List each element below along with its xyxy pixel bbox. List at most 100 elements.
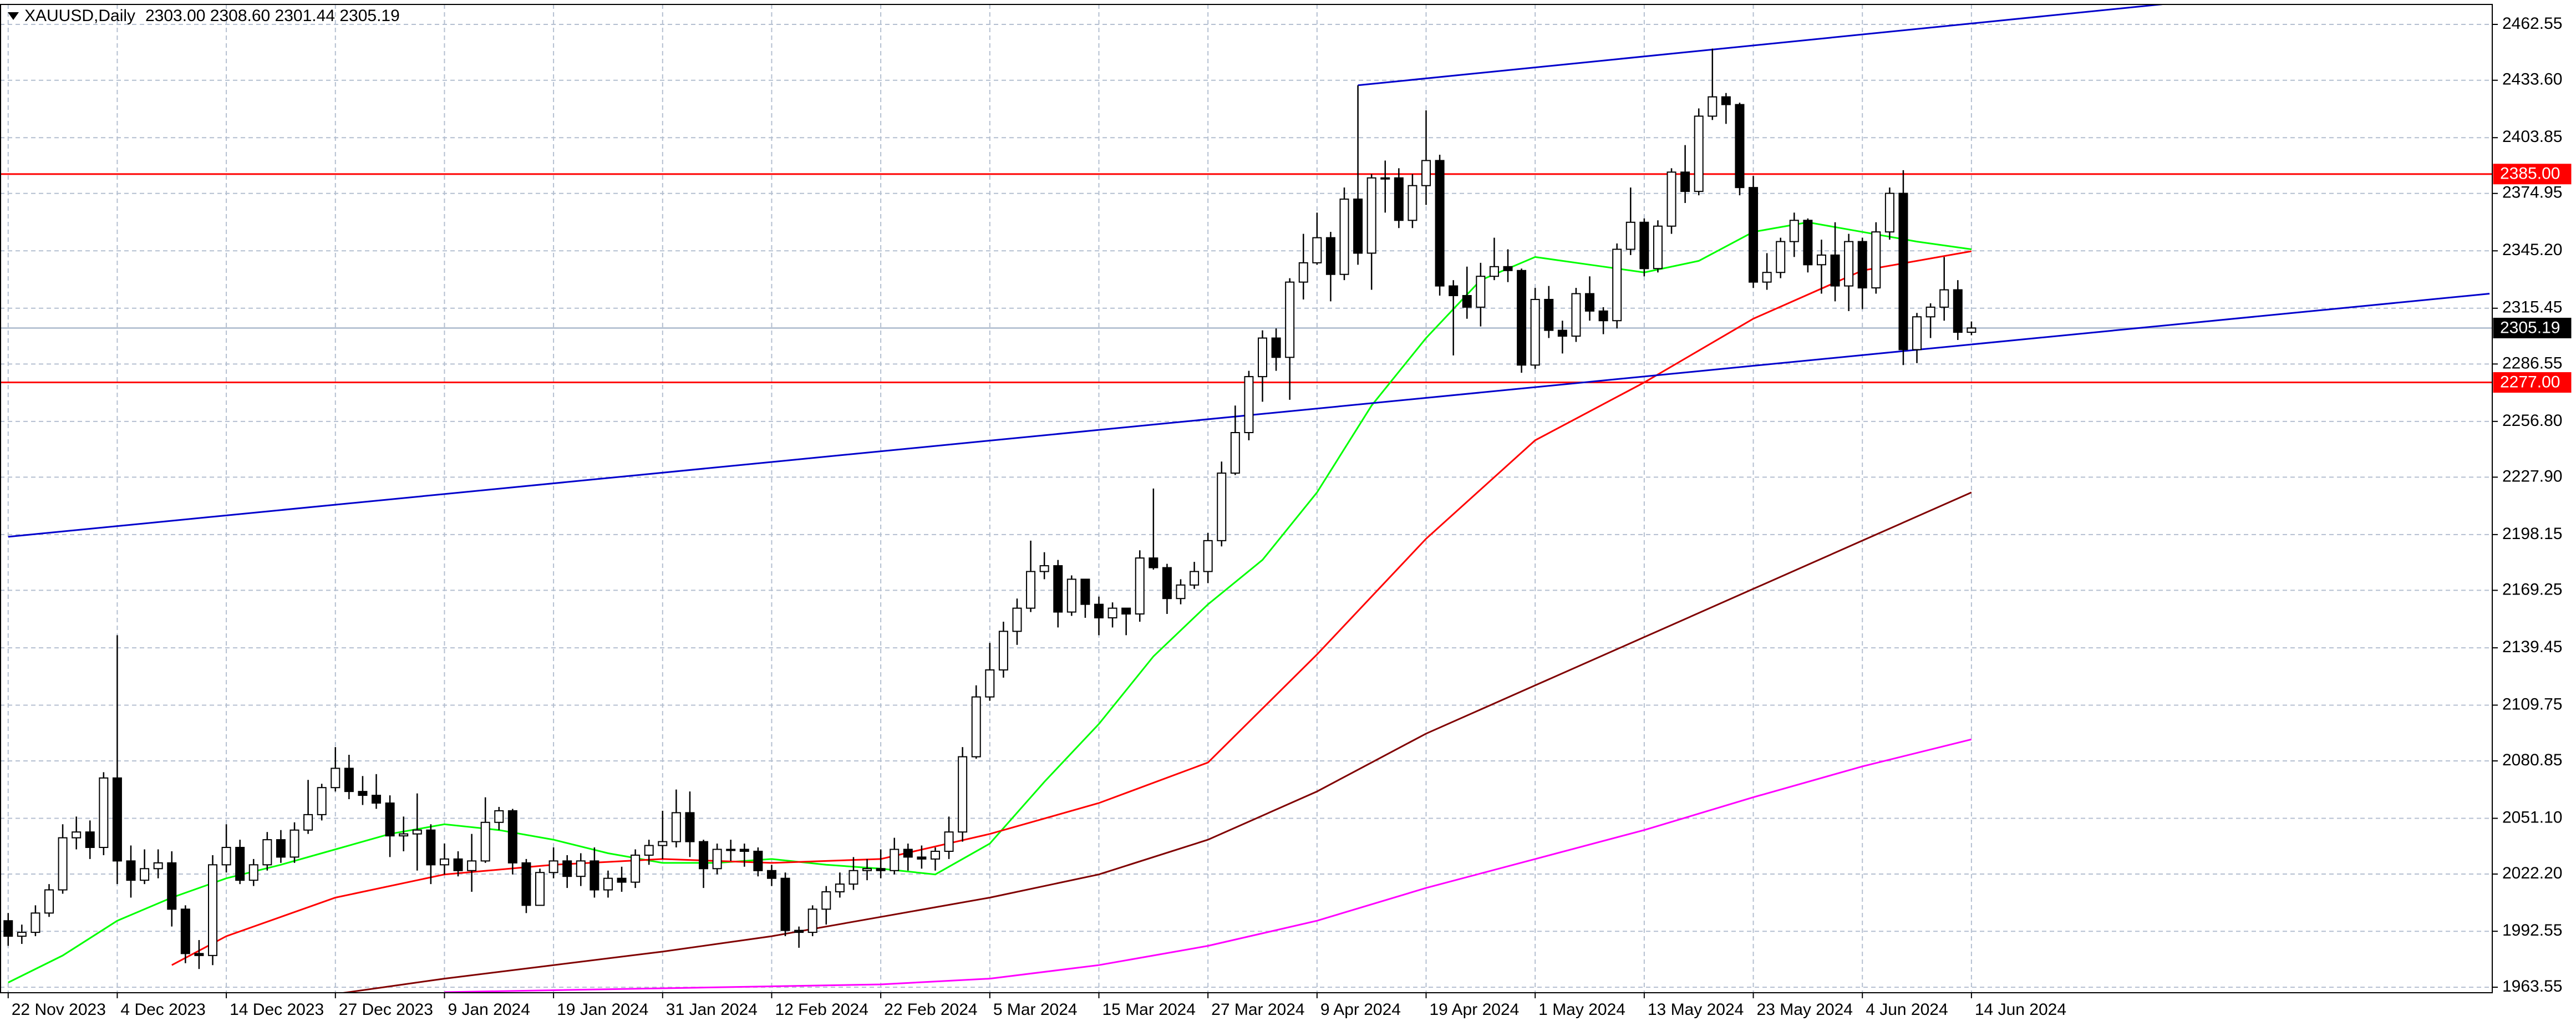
- candle-body: [958, 756, 968, 833]
- candle-body: [1366, 177, 1376, 254]
- y-tick-label: 2345.20: [2502, 241, 2562, 259]
- candle-body: [1149, 557, 1159, 568]
- candle-body: [1176, 584, 1186, 600]
- candle-body: [3, 920, 13, 937]
- x-tick-label: 27 Mar 2024: [1211, 1000, 1304, 1019]
- y-tick-label: 2403.85: [2502, 128, 2562, 146]
- candle-body: [17, 932, 27, 937]
- candle-body: [917, 856, 927, 860]
- candle-body: [1708, 96, 1718, 117]
- candle-body: [1271, 337, 1281, 358]
- candle-body: [1121, 607, 1131, 615]
- plot-border: [0, 4, 2493, 993]
- candle-body: [1925, 306, 1935, 318]
- candle-body: [1762, 272, 1772, 283]
- candle-body: [1530, 298, 1540, 366]
- candle-body: [1776, 241, 1786, 273]
- candle-body: [821, 891, 831, 910]
- candle-body: [739, 849, 749, 852]
- candle-body: [494, 810, 504, 823]
- candle-body: [1489, 266, 1499, 277]
- candle-body: [1666, 171, 1676, 227]
- y-tick-label: 1963.55: [2502, 977, 2562, 995]
- x-tick-label: 4 Jun 2024: [1866, 1000, 1948, 1019]
- candle-body: [1298, 262, 1308, 283]
- candle-body: [453, 858, 463, 871]
- candle-body: [1953, 289, 1963, 333]
- candle-body: [1353, 199, 1363, 254]
- candle-body: [1898, 192, 1908, 351]
- candle-body: [1749, 187, 1759, 283]
- candle-body: [1380, 177, 1390, 180]
- candle-body: [535, 872, 545, 906]
- plot-area: [0, 4, 2492, 993]
- candle-body: [1203, 540, 1213, 572]
- candle-body: [998, 631, 1008, 671]
- candle-body: [331, 768, 341, 789]
- candle-body: [140, 868, 150, 881]
- candle-body: [876, 868, 886, 871]
- candle-body: [99, 777, 109, 849]
- candle-body: [1694, 115, 1704, 192]
- candle-body: [780, 877, 790, 931]
- candle-body: [1476, 276, 1486, 308]
- candle-body: [1803, 220, 1813, 266]
- candle-body: [1912, 316, 1922, 351]
- candle-body: [126, 860, 136, 881]
- candle-body: [344, 768, 354, 793]
- candle-body: [631, 854, 641, 883]
- candle-body: [1339, 199, 1349, 275]
- level-line-box: [2493, 372, 2572, 393]
- moving-average: [171, 250, 1972, 966]
- y-tick-label: 2374.95: [2502, 184, 2562, 202]
- candle-body: [467, 860, 477, 871]
- candle-body: [903, 849, 913, 858]
- candle-body: [1653, 225, 1663, 270]
- candle-body: [507, 810, 517, 864]
- candle-body: [358, 791, 368, 796]
- chart-title: XAUUSD,Daily: [24, 7, 135, 25]
- candle-body: [753, 850, 763, 871]
- candle-body: [1066, 578, 1076, 613]
- candle-body: [1162, 567, 1172, 600]
- candle-body: [1816, 254, 1826, 266]
- candle-body: [1462, 294, 1472, 308]
- candle-body: [1844, 241, 1854, 287]
- candle-body: [1217, 473, 1227, 541]
- x-tick-label: 13 May 2024: [1648, 1000, 1744, 1019]
- candle-body: [671, 812, 681, 842]
- x-tick-label: 22 Feb 2024: [884, 1000, 977, 1019]
- candle-body: [1598, 310, 1608, 322]
- y-tick-label: 2256.80: [2502, 412, 2562, 430]
- candle-body: [1517, 270, 1527, 366]
- candle-body: [1190, 571, 1200, 586]
- candle-body: [794, 930, 804, 933]
- candle-body: [1557, 329, 1567, 337]
- candle-body: [399, 833, 409, 837]
- candle-body: [848, 870, 858, 885]
- candle-body: [807, 908, 817, 933]
- candle-body: [1544, 298, 1554, 331]
- y-tick-label: 2433.60: [2502, 70, 2562, 89]
- candle-body: [194, 953, 204, 956]
- y-tick-label: 2169.25: [2502, 580, 2562, 598]
- candle-body: [1107, 607, 1117, 619]
- moving-average: [444, 738, 1972, 993]
- candle-body: [31, 912, 40, 933]
- y-tick-label: 2080.85: [2502, 751, 2562, 769]
- candle-body: [971, 696, 981, 758]
- last-price-line-label: 2305.19: [2500, 318, 2560, 337]
- y-tick-label: 2227.90: [2502, 467, 2562, 485]
- candle-body: [221, 847, 231, 866]
- x-tick-label: 19 Apr 2024: [1430, 1000, 1520, 1019]
- candle-body: [1039, 565, 1049, 572]
- candle-body: [985, 669, 995, 698]
- grid: [0, 4, 2492, 993]
- candle-body: [1857, 241, 1867, 289]
- candle-body: [617, 877, 627, 883]
- candle-body: [1285, 281, 1295, 358]
- candle-body: [412, 829, 422, 835]
- candle-body: [112, 777, 122, 862]
